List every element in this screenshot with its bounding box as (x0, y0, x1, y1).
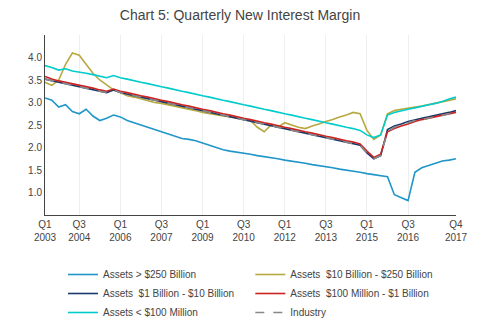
svg-text:Q12009: Q12009 (191, 219, 214, 243)
svg-text:Q32016: Q32016 (397, 219, 420, 243)
svg-text:Assets < $100 Million: Assets < $100 Million (103, 307, 198, 318)
svg-text:Q42017: Q42017 (445, 219, 468, 243)
svg-text:Q12003: Q12003 (34, 219, 57, 243)
svg-text:Q32007: Q32007 (150, 219, 173, 243)
svg-text:Assets > $250 Billion: Assets > $250 Billion (103, 269, 196, 280)
svg-text:Assets $10 Billion - $250 Bil: Assets $10 Billion - $250 Billion (290, 269, 432, 280)
svg-text:Assets $1 Billion - $10 Billi: Assets $1 Billion - $10 Billion (103, 288, 234, 299)
svg-text:1.0: 1.0 (28, 187, 42, 198)
svg-text:3.0: 3.0 (28, 97, 42, 108)
svg-text:Q12006: Q12006 (109, 219, 132, 243)
svg-text:Industry: Industry (290, 307, 326, 318)
svg-text:Q32010: Q32010 (233, 219, 256, 243)
svg-text:1.5: 1.5 (28, 165, 42, 176)
svg-text:2.0: 2.0 (28, 142, 42, 153)
svg-text:Q12012: Q12012 (274, 219, 297, 243)
svg-text:3.5: 3.5 (28, 75, 42, 86)
svg-text:4.0: 4.0 (28, 52, 42, 63)
svg-text:Q32013: Q32013 (315, 219, 338, 243)
svg-text:Assets $100 Million - $1 Bill: Assets $100 Million - $1 Billion (290, 288, 428, 299)
svg-text:Q12015: Q12015 (356, 219, 379, 243)
svg-text:Chart 5: Quarterly New Interes: Chart 5: Quarterly New Interest Margin (120, 7, 360, 23)
svg-text:2.5: 2.5 (28, 120, 42, 131)
svg-text:Q32004: Q32004 (68, 219, 91, 243)
